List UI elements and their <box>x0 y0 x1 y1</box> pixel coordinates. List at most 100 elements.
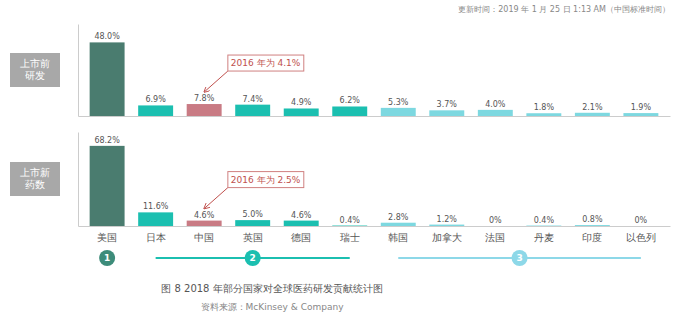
bar <box>187 221 222 226</box>
bar <box>381 108 416 116</box>
data-label: 4.6% <box>291 211 312 220</box>
group-number: 1 <box>104 253 110 263</box>
bar <box>284 221 319 226</box>
x-tick-label: 英国 <box>243 232 263 243</box>
data-label: 2.1% <box>582 103 603 112</box>
x-tick: 印度 <box>582 232 602 243</box>
y-axis-line <box>78 25 79 117</box>
x-tick-label: 中国 <box>194 232 214 243</box>
data-label: 48.0% <box>94 32 120 41</box>
bar <box>381 223 416 226</box>
panel-label-box <box>10 162 60 196</box>
bar <box>235 105 270 116</box>
chart-title: 图 8 2018 年部分国家对全球医药研发贡献统计图 <box>161 283 382 294</box>
data-labels: 68.2%11.6%4.6%5.0%4.6%0.4%2.8%1.2%0%0.4%… <box>94 136 647 225</box>
data-labels: 48.0% 6.9% 7.8% 7.4% 4.9% 6.2% 5.3% 3.7% 4.0% 1.8… <box>94 32 651 112</box>
data-label: 0% <box>635 216 648 225</box>
bar <box>332 225 367 226</box>
data-label: 0% <box>489 216 502 225</box>
data-label: 6.9% <box>145 95 166 104</box>
bar <box>90 42 125 116</box>
panel-label-box <box>10 53 60 87</box>
data-label: 5.3% <box>388 98 409 107</box>
bar <box>526 225 561 226</box>
bar <box>478 110 513 116</box>
chart-container: 48.0% 6.9% 7.8% 7.4% 4.9% 6.2% 5.3% 3.7% 4.0% 1.8… <box>0 0 680 329</box>
x-tick-label: 瑞士 <box>340 232 360 243</box>
x-tick-label: 德国 <box>291 232 311 243</box>
data-label: 4.9% <box>291 98 312 107</box>
annotation-text: 2016 年为 4.1% <box>231 58 301 68</box>
bar <box>526 113 561 116</box>
x-tick-label: 法国 <box>485 232 505 243</box>
panel-label: 上市新药数 <box>20 167 50 190</box>
group-row: 1 2 3 <box>99 250 641 266</box>
x-tick: 加拿大 <box>432 232 462 243</box>
data-label: 6.2% <box>340 96 361 105</box>
bar <box>429 225 464 226</box>
bar <box>138 212 173 226</box>
data-label: 7.4% <box>243 95 264 104</box>
x-axis-line <box>79 116 671 117</box>
data-label: 68.2% <box>94 136 120 145</box>
bar <box>187 104 222 116</box>
group-badge <box>512 250 528 266</box>
x-tick-label: 以色列 <box>626 232 656 243</box>
panel-label: 上市前研发 <box>20 58 50 81</box>
chart-source: 资料来源：McKinsey & Company <box>201 302 345 312</box>
data-label: 4.6% <box>194 211 215 220</box>
x-tick: 以色列 <box>626 232 656 243</box>
data-label: 4.0% <box>485 100 506 109</box>
bars <box>90 146 610 226</box>
bar <box>478 226 513 227</box>
x-tick: 美国 <box>97 232 117 243</box>
annotation-arrow <box>204 71 228 92</box>
bar <box>284 108 319 116</box>
x-tick: 德国 <box>291 232 311 243</box>
data-label: 3.7% <box>437 100 458 109</box>
x-axis-line <box>79 226 671 227</box>
x-tick-label: 丹麦 <box>534 232 554 243</box>
x-tick-label: 印度 <box>582 232 602 243</box>
x-tick: 英国 <box>243 232 263 243</box>
data-label: 5.0% <box>243 210 264 219</box>
bar <box>90 146 125 226</box>
annotation-text: 2016 年为 2.5% <box>231 175 301 185</box>
x-tick: 瑞士 <box>340 232 360 243</box>
bar <box>332 106 367 116</box>
group-number: 3 <box>516 253 522 263</box>
x-tick-label: 日本 <box>146 232 166 243</box>
timestamp: 更新时间：2019 年 1 月 25 日 1:13 AM（中国标准时间） <box>458 5 670 14</box>
y-axis-line <box>78 133 79 227</box>
annotation: 2016 年为 2.5% <box>204 172 304 209</box>
group-badge <box>99 250 115 266</box>
annotation-box <box>228 172 304 188</box>
data-label: 1.2% <box>437 215 458 224</box>
y-axis <box>78 133 79 227</box>
annotation-arrow <box>204 188 228 209</box>
bar <box>623 113 658 116</box>
bar <box>575 225 610 226</box>
x-tick-label: 美国 <box>97 232 117 243</box>
data-label: 1.8% <box>534 103 555 112</box>
x-axis <box>79 116 671 117</box>
group-number: 2 <box>250 253 256 263</box>
x-tick: 丹麦 <box>534 232 554 243</box>
x-tick: 法国 <box>485 232 505 243</box>
data-label: 1.9% <box>631 103 652 112</box>
x-tick: 日本 <box>146 232 166 243</box>
data-label: 0.4% <box>340 216 361 225</box>
data-label: 0.8% <box>582 215 603 224</box>
y-axis <box>78 25 79 117</box>
bar <box>235 220 270 226</box>
data-label: 11.6% <box>143 202 169 211</box>
bar <box>429 110 464 116</box>
bar <box>138 105 173 116</box>
x-tick-label: 韩国 <box>388 232 408 243</box>
annotation-box <box>228 55 304 71</box>
data-label: 7.8% <box>194 94 215 103</box>
bar <box>575 113 610 116</box>
x-tick: 中国 <box>194 232 214 243</box>
chart-svg: 48.0% 6.9% 7.8% 7.4% 4.9% 6.2% 5.3% 3.7% 4.0% 1.8… <box>0 0 680 329</box>
data-label: 2.8% <box>388 213 409 222</box>
